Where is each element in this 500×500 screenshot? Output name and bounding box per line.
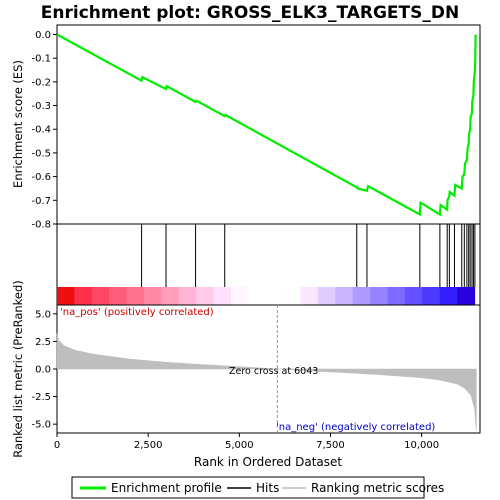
x-tick-label: 10,000	[404, 440, 439, 451]
color-bar-segment	[143, 287, 162, 305]
color-bar-segment	[422, 287, 441, 305]
x-axis: 0 2,500 5,000 7,500 10,000	[54, 433, 439, 451]
metric-y-axis: 5.0 2.5 0.0 -2.5 -5.0	[31, 309, 57, 431]
es-panel-frame	[56, 24, 481, 225]
metric-y-tick-label: 0.0	[35, 365, 51, 376]
color-bar-segment	[335, 287, 354, 305]
color-bar-segment	[439, 287, 458, 305]
x-tick-label: 7,500	[316, 440, 345, 451]
es-y-tick-label: -0.2	[31, 77, 51, 88]
es-line-group	[56, 33, 477, 217]
color-bar-segment	[387, 287, 406, 305]
es-y-tick-label: -0.7	[31, 196, 51, 207]
es-panel: 0.0 -0.1 -0.2 -0.3 -0.4 -0.5 -0.6 -0.7 -0.8 Enri…	[11, 24, 481, 231]
color-bar-segment	[370, 287, 389, 305]
metric-y-tick-label: 5.0	[35, 309, 51, 320]
metric-area-group	[56, 305, 477, 433]
es-y-axis: 0.0 -0.1 -0.2 -0.3 -0.4 -0.5 -0.6 -0.7 -0.8	[31, 30, 57, 231]
color-bar-segment	[196, 287, 215, 305]
legend-label-hits: Hits	[256, 481, 279, 495]
color-bar-segment	[457, 287, 476, 305]
x-tick-label: 0	[54, 440, 60, 451]
color-bar-segment	[161, 287, 180, 305]
color-bar-segment	[74, 287, 93, 305]
ranking-metric-area	[56, 333, 477, 431]
color-bar-segment	[317, 287, 336, 305]
color-bar-segment	[283, 287, 302, 305]
hit-marks	[141, 224, 476, 287]
es-y-tick-label: -0.5	[31, 148, 51, 159]
x-tick-label: 2,500	[134, 440, 163, 451]
color-bar-segment	[109, 287, 128, 305]
metric-y-axis-label: Ranked list metric (PreRanked)	[11, 280, 25, 458]
es-y-tick-label: -0.4	[31, 125, 51, 136]
color-bar-segment	[57, 287, 75, 305]
color-bar-segment	[300, 287, 319, 305]
x-axis-label: Rank in Ordered Dataset	[194, 455, 342, 469]
metric-y-tick-label: -2.5	[31, 392, 51, 403]
es-y-axis-label: Enrichment score (ES)	[11, 60, 25, 188]
zero-cross-label: Zero cross at 6043	[229, 366, 318, 377]
color-bar-segment	[404, 287, 423, 305]
metric-panel: 5.0 2.5 0.0 -2.5 -5.0 'na_pos' (positively c…	[11, 280, 481, 458]
color-bar-segment	[248, 287, 267, 305]
ranking-color-bar	[57, 287, 476, 305]
color-bar-segment	[91, 287, 110, 305]
legend-label-enrichment: Enrichment profile	[111, 481, 222, 495]
es-y-tick-label: -0.8	[31, 220, 51, 231]
metric-y-tick-label: 2.5	[35, 337, 51, 348]
color-bar-segment	[352, 287, 371, 305]
color-bar-segment	[265, 287, 284, 305]
legend: Enrichment profile Hits Ranking metric s…	[71, 476, 444, 499]
negative-annotation: 'na_neg' (negatively correlated)	[276, 422, 435, 433]
es-y-tick-label: -0.1	[31, 54, 51, 65]
chart-title: Enrichment plot: GROSS_ELK3_TARGETS_DN	[41, 3, 459, 23]
x-tick-label: 5,000	[225, 440, 254, 451]
enrichment-profile-line	[56, 33, 477, 217]
color-bar-segment	[126, 287, 145, 305]
metric-y-tick-label: -5.0	[31, 420, 51, 431]
es-y-tick-label: 0.0	[35, 30, 51, 41]
hits-panel	[56, 223, 481, 306]
color-bar-segment	[213, 287, 232, 305]
positive-annotation: 'na_pos' (positively correlated)	[60, 307, 214, 318]
color-bar-segment	[178, 287, 197, 305]
es-y-tick-label: -0.3	[31, 101, 51, 112]
es-y-tick-label: -0.6	[31, 172, 51, 183]
color-bar-segment	[230, 287, 249, 305]
legend-label-metric: Ranking metric scores	[311, 481, 444, 495]
